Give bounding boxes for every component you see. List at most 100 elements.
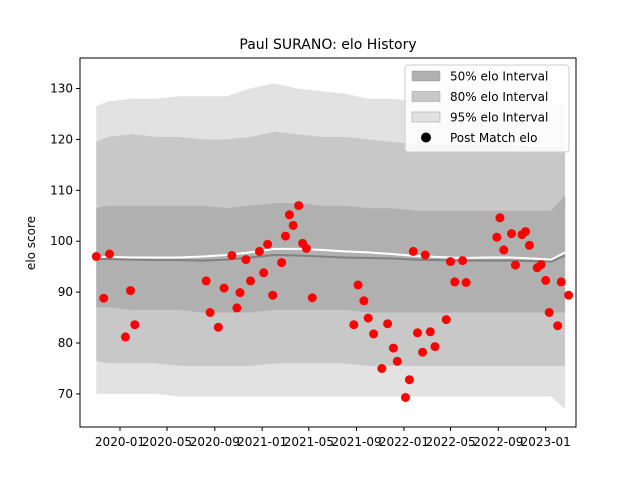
x-tick-label: 2020-05 xyxy=(142,435,192,449)
mean-elo-line xyxy=(96,253,566,263)
legend-label: 50% elo Interval xyxy=(450,70,548,84)
elo-point xyxy=(408,246,418,256)
elo-point xyxy=(281,231,290,241)
legend-swatch xyxy=(411,111,441,123)
legend-swatch xyxy=(411,91,441,102)
elo-point xyxy=(420,250,430,260)
elo-point xyxy=(458,256,468,266)
elo-point xyxy=(413,328,422,338)
elo-point xyxy=(521,227,530,237)
elo-point xyxy=(507,229,516,239)
elo-point xyxy=(495,213,505,223)
elo-point xyxy=(564,290,574,300)
elo-point xyxy=(401,393,410,402)
elo-point xyxy=(301,243,311,253)
elo-point xyxy=(263,239,273,249)
x-tick-label: 2021-05 xyxy=(284,435,334,449)
elo-point xyxy=(369,329,379,339)
elo-point xyxy=(99,293,109,303)
post-match-elo-points xyxy=(91,201,574,402)
elo-point xyxy=(430,342,440,352)
elo-trend-lines xyxy=(96,247,566,263)
x-tick-label: 2020-09 xyxy=(190,435,240,449)
band-50-interval xyxy=(96,195,566,313)
elo-point xyxy=(392,356,402,366)
elo-interval-bands xyxy=(96,83,566,410)
elo-point xyxy=(205,308,215,317)
elo-point xyxy=(388,343,398,353)
legend-label: Post Match elo xyxy=(450,131,537,145)
y-tick-label: 120 xyxy=(50,132,73,146)
elo-point xyxy=(277,258,287,268)
median-elo-line xyxy=(96,247,566,261)
y-tick-label: 70 xyxy=(58,387,73,401)
elo-point xyxy=(556,277,566,287)
x-axis-ticks: 2020-012020-052020-092021-012021-052021-… xyxy=(95,427,571,449)
elo-point xyxy=(105,249,114,259)
elo-point xyxy=(510,260,520,270)
legend-swatch xyxy=(411,70,441,82)
chart-title: Paul SURANO: elo History xyxy=(239,37,416,53)
elo-point xyxy=(232,303,242,313)
elo-point xyxy=(268,290,278,300)
elo-point xyxy=(544,308,554,317)
plot-frame xyxy=(79,57,577,428)
x-tick-label: 2021-09 xyxy=(331,435,381,449)
x-tick-label: 2022-05 xyxy=(425,435,475,449)
elo-point xyxy=(213,322,223,332)
elo-point xyxy=(446,257,455,267)
elo-point xyxy=(288,220,298,230)
elo-point xyxy=(254,246,264,256)
elo-point xyxy=(201,276,211,286)
elo-point xyxy=(441,315,451,325)
x-tick-label: 2022-09 xyxy=(473,435,523,449)
elo-point xyxy=(120,332,130,342)
legend-box xyxy=(404,64,570,153)
elo-point xyxy=(349,320,359,330)
elo-point xyxy=(418,347,428,357)
y-axis-label: elo score xyxy=(24,216,38,270)
elo-point xyxy=(307,293,317,303)
elo-point xyxy=(553,321,563,331)
y-tick-label: 90 xyxy=(58,285,73,299)
y-tick-label: 130 xyxy=(50,82,73,96)
y-axis-ticks: 70 80 90 100 110 120 130 xyxy=(50,82,80,401)
elo-point xyxy=(450,277,460,287)
elo-point xyxy=(241,255,251,265)
elo-point xyxy=(219,283,229,293)
legend-label: 95% elo Interval xyxy=(450,111,548,125)
x-tick-label: 2023-01 xyxy=(521,435,571,449)
elo-point xyxy=(227,251,237,260)
elo-point xyxy=(235,288,245,298)
x-tick-label: 2020-01 xyxy=(95,435,145,449)
x-tick-label: 2021-01 xyxy=(237,435,287,449)
x-tick-label: 2022-01 xyxy=(379,435,429,449)
elo-point xyxy=(541,275,551,285)
elo-point xyxy=(353,280,363,290)
elo-point xyxy=(524,240,534,250)
elo-point xyxy=(377,364,387,373)
elo-point xyxy=(359,296,369,306)
legend-label: 80% elo Interval xyxy=(450,90,548,104)
y-tick-label: 80 xyxy=(58,336,73,350)
elo-point xyxy=(499,245,509,255)
y-tick-label: 100 xyxy=(50,234,73,248)
elo-point xyxy=(130,320,140,330)
elo-point xyxy=(246,276,255,286)
legend: 50% elo Interval 80% elo Interval 95% elo … xyxy=(404,64,570,153)
elo-point xyxy=(383,319,393,329)
elo-point xyxy=(363,313,373,323)
elo-point xyxy=(284,210,294,220)
elo-point xyxy=(91,252,101,261)
elo-point xyxy=(461,278,471,287)
legend-marker xyxy=(421,132,431,143)
elo-point xyxy=(404,375,414,385)
elo-point xyxy=(425,327,435,337)
elo-point xyxy=(536,260,546,270)
elo-point xyxy=(126,286,135,296)
elo-point xyxy=(492,232,502,242)
y-tick-label: 110 xyxy=(50,183,73,197)
elo-point xyxy=(259,268,269,278)
elo-point xyxy=(294,201,304,211)
